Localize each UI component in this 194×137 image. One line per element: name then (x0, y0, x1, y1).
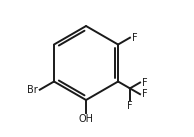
Text: Br: Br (27, 85, 38, 95)
Text: F: F (142, 89, 147, 99)
Text: F: F (127, 101, 133, 111)
Text: F: F (132, 33, 137, 43)
Text: OH: OH (79, 114, 94, 124)
Text: F: F (142, 78, 147, 88)
